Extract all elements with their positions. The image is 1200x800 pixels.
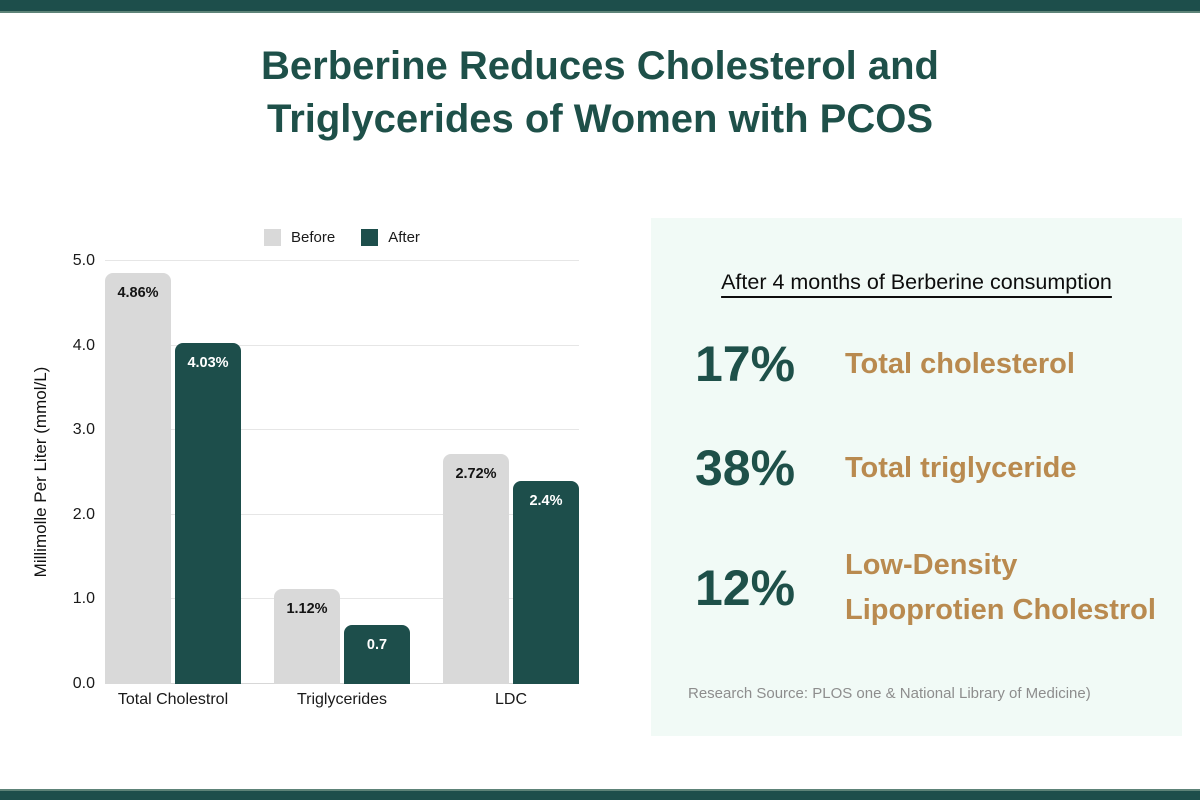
gridline-0: [105, 683, 579, 684]
legend-swatch-after: [361, 229, 379, 246]
bar-value-label: 4.03%: [187, 355, 229, 372]
chart-legend: Before After: [105, 229, 579, 246]
page-title-line-2: Triglycerides of Women with PCOS: [266, 96, 934, 141]
legend-swatch-before: [264, 229, 282, 246]
stat-label: Low-Density Lipoprotien Cholestrol: [845, 549, 1156, 626]
y-tick-1.0: 1.0: [72, 590, 95, 608]
y-tick-2.0: 2.0: [72, 505, 95, 523]
gridline-2: [105, 513, 579, 515]
panel-heading: After 4 months of Berberine consumption: [721, 270, 1112, 294]
bar-after-ldc: 2.4%: [513, 480, 579, 684]
y-tick-5.0: 5.0: [72, 252, 95, 269]
bar-before-ldc: 2.72%: [443, 453, 509, 684]
gridline-3: [105, 429, 579, 431]
legend-item-after: After: [361, 229, 420, 246]
page-title-line-1: Berberine Reduces Cholesterol and: [261, 44, 939, 88]
legend-label-before: Before: [291, 229, 336, 246]
bar-after-total-cholestrol: 4.03%: [175, 343, 241, 684]
stat-value: 38%: [695, 440, 796, 496]
stat-row-low-density-lipoprotien-cholestrol: 12% Low-Density Lipoprotien Cholestrol: [695, 543, 1156, 633]
top-border-bar: [0, 0, 1200, 13]
x-label-triglycerides: Triglycerides: [296, 691, 388, 708]
stat-row-total-cholesterol: 17% Total cholesterol: [695, 335, 1156, 393]
gridline-5: [105, 260, 579, 261]
bar-after-triglycerides: 0.7: [344, 624, 410, 684]
stats-list: 17% Total cholesterol 38% Total triglycerid…: [651, 335, 1182, 633]
bar-before-total-cholestrol: 4.86%: [105, 272, 171, 684]
bottom-border-bar: [0, 789, 1200, 800]
summary-panel: After 4 months of Berberine consumption …: [651, 218, 1182, 736]
x-label-ldc: LDC: [494, 691, 527, 708]
gridline-1: [105, 598, 579, 600]
y-tick-3.0: 3.0: [72, 421, 95, 439]
y-tick-4.0: 4.0: [72, 336, 95, 354]
bar-before-triglycerides: 1.12%: [274, 589, 340, 684]
stat-row-total-triglyceride: 38% Total triglyceride: [695, 439, 1156, 497]
x-label-total-cholestrol: Total Cholestrol: [117, 691, 229, 708]
legend-item-before: Before: [264, 229, 335, 246]
bar-value-label: 4.86%: [117, 284, 159, 301]
stat-label: Total triglyceride: [845, 451, 1077, 484]
bar-value-label: 1.12%: [286, 601, 328, 618]
bar-value-label: 0.7: [366, 636, 388, 653]
research-source: Research Source: PLOS one & National Lib…: [688, 685, 1091, 702]
y-tick-0.0: 0.0: [72, 675, 95, 692]
gridline-4: [105, 344, 579, 346]
stat-value: 17%: [695, 336, 796, 392]
bar-value-label: 2.4%: [529, 492, 563, 509]
stat-label: Total cholesterol: [845, 347, 1075, 380]
stat-value: 12%: [695, 559, 796, 616]
bar-value-label: 2.72%: [455, 465, 497, 482]
page-title: Berberine Reduces Cholesterol and Triglyc…: [0, 40, 1200, 146]
legend-label-after: After: [388, 229, 420, 246]
y-axis-label: Millimolle Per Liter (mmol/L): [31, 366, 50, 578]
plot-area: 5.0 4.0 3.0 2.0 1.0 0.0 4.86% 4.03% Total Choles…: [73, 252, 579, 708]
